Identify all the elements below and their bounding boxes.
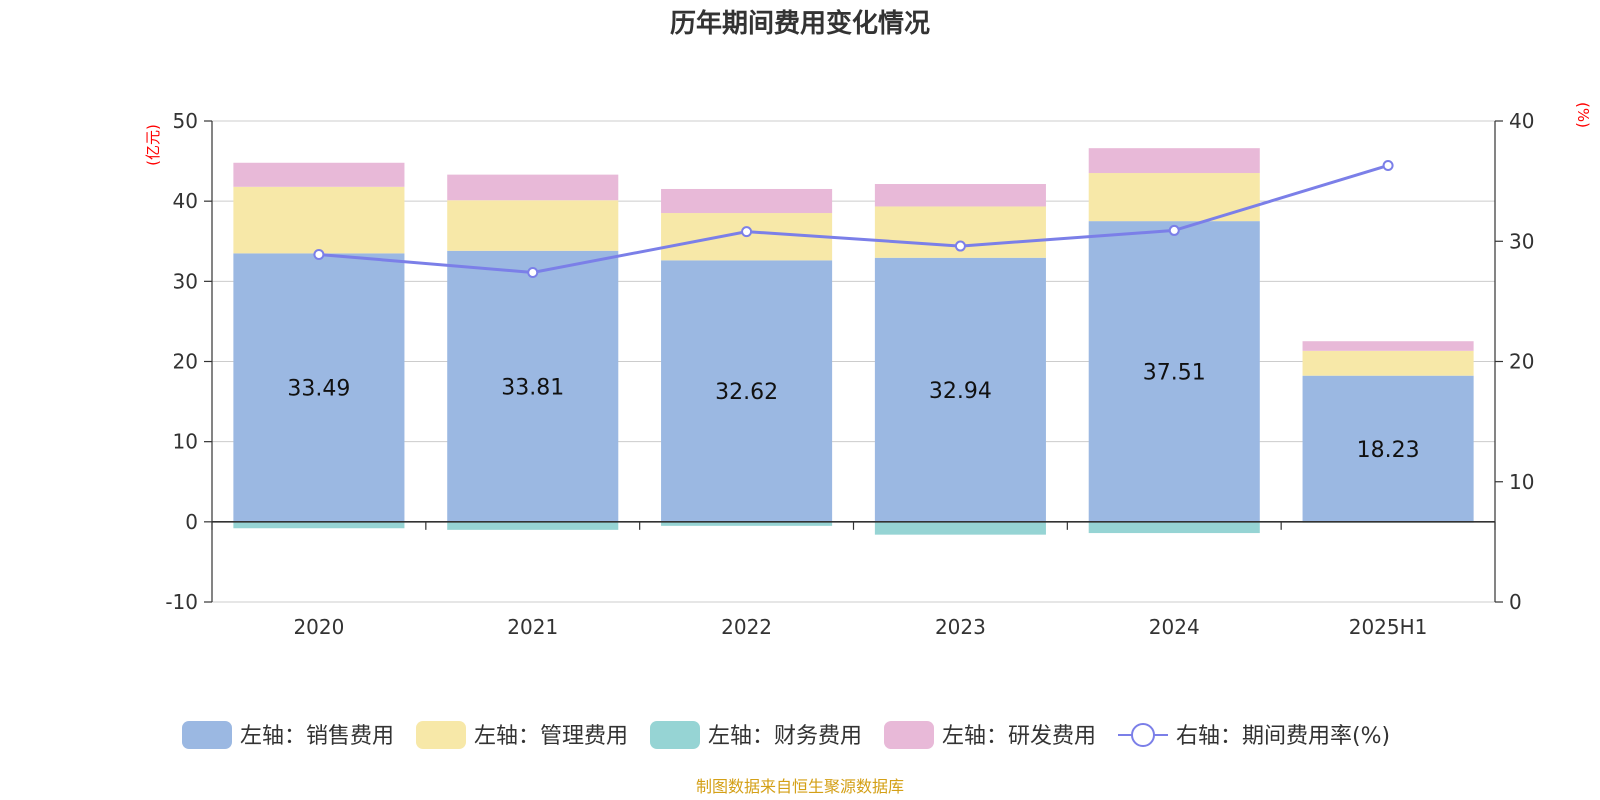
bar-segment xyxy=(874,184,1046,207)
bar-value-label: 37.51 xyxy=(1143,360,1206,385)
bar-segment xyxy=(447,174,619,201)
legend-swatch xyxy=(650,721,700,749)
line-point xyxy=(741,226,753,238)
category-label: 2020 xyxy=(293,615,344,639)
bar-value-label: 32.62 xyxy=(715,380,778,405)
line-series xyxy=(313,159,1394,279)
right-axis-tick-label: 20 xyxy=(1509,350,1534,374)
bar-segment xyxy=(1302,375,1474,522)
bar-segment xyxy=(1302,341,1474,351)
category-label: 2025H1 xyxy=(1349,615,1428,639)
bar-segment xyxy=(233,186,405,254)
line-point xyxy=(954,240,966,252)
legend-label: 右轴：期间费用率(%) xyxy=(1176,724,1390,749)
bar-segment xyxy=(233,521,405,529)
chart-title: 历年期间费用变化情况 xyxy=(670,8,930,39)
line-point xyxy=(313,248,325,260)
legend-label: 左轴：财务费用 xyxy=(708,724,862,749)
left-axis-unit: (亿元) xyxy=(144,124,162,166)
left-axis-tick-label: 30 xyxy=(173,269,198,293)
left-axis-tick-label: 20 xyxy=(173,350,198,374)
bar-segment xyxy=(1088,521,1260,534)
right-axis-tick-label: 40 xyxy=(1509,109,1534,133)
line-point xyxy=(1168,224,1180,236)
bar-segment xyxy=(661,521,833,526)
category-label: 2023 xyxy=(935,615,986,639)
line-point xyxy=(527,267,539,279)
source-note: 制图数据来自恒生聚源数据库 xyxy=(696,777,904,796)
legend-swatch xyxy=(884,721,934,749)
category-label: 2021 xyxy=(507,615,558,639)
bar-value-label: 33.81 xyxy=(501,375,564,400)
legend-swatch xyxy=(182,721,232,749)
legend: 左轴：销售费用 左轴：管理费用 左轴：财务费用 左轴：研发费用 右轴：期间费用率(%) xyxy=(182,721,1390,749)
bar-segment xyxy=(447,521,619,530)
bar-segment xyxy=(1088,221,1260,522)
bar-segment xyxy=(661,188,833,214)
bar-segment xyxy=(874,521,1046,535)
bar-value-label: 18.23 xyxy=(1357,438,1420,463)
data-labels: 33.49 33.81 32.62 32.94 37.51 18.23 xyxy=(287,360,1419,462)
bar-segment xyxy=(447,200,619,251)
right-axis-unit: (%) xyxy=(1574,102,1592,128)
line-path xyxy=(318,164,1389,275)
left-axis-tick-label: 10 xyxy=(173,430,198,454)
legend-label: 左轴：管理费用 xyxy=(474,724,628,749)
bar-segment xyxy=(447,250,619,522)
bar-segment xyxy=(1088,173,1260,222)
axes: -10 0 10 20 30 40 50 0 10 20 30 40 2020 2021 2022 2023 2… xyxy=(165,109,1534,639)
bar-segment xyxy=(233,162,405,187)
right-axis-tick-label: 0 xyxy=(1509,590,1522,614)
left-axis-tick-label: 50 xyxy=(173,109,198,133)
bar-segment xyxy=(1088,148,1260,174)
grid-lines xyxy=(212,120,1495,603)
legend-swatch xyxy=(416,721,466,749)
bar-value-label: 32.94 xyxy=(929,379,992,404)
legend-label: 左轴：研发费用 xyxy=(942,724,1096,749)
bar-segment xyxy=(874,257,1046,522)
legend-label: 左轴：销售费用 xyxy=(240,724,394,749)
bar-value-label: 33.49 xyxy=(287,377,350,402)
right-axis-tick-label: 30 xyxy=(1509,229,1534,253)
bar-series xyxy=(233,148,1474,535)
legend-circle-marker xyxy=(1131,723,1155,747)
line-point xyxy=(1382,159,1394,171)
left-axis-tick-label: 0 xyxy=(185,510,198,534)
bar-segment xyxy=(1302,350,1474,376)
category-label: 2024 xyxy=(1149,615,1200,639)
bar-segment xyxy=(661,260,833,522)
left-axis-tick-label: 40 xyxy=(173,189,198,213)
bar-segment xyxy=(233,253,405,522)
right-axis-tick-label: 10 xyxy=(1509,470,1534,494)
category-label: 2022 xyxy=(721,615,772,639)
left-axis-tick-label: -10 xyxy=(165,590,198,614)
